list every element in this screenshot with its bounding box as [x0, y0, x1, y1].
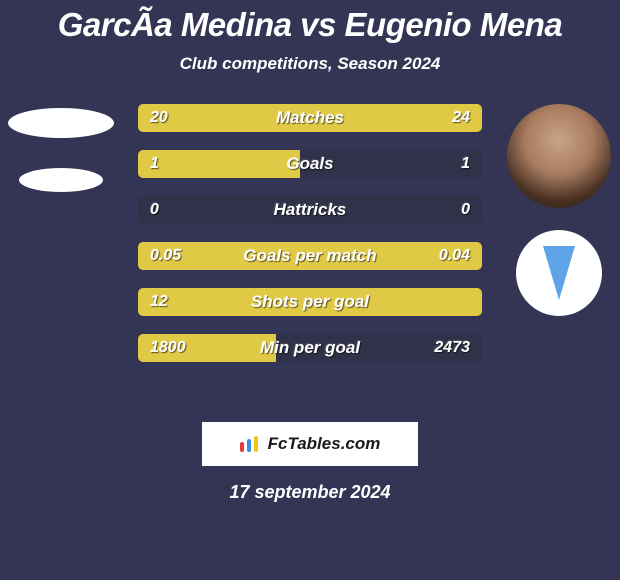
stat-row: 12Shots per goal: [138, 288, 482, 316]
left-player-placeholder-1: [8, 108, 114, 138]
pennant-icon: [543, 246, 575, 300]
stat-label: Shots per goal: [138, 288, 482, 316]
stat-label: Goals per match: [138, 242, 482, 270]
stripe-2: [247, 439, 251, 452]
stat-label: Matches: [138, 104, 482, 132]
stripe-1: [240, 442, 244, 452]
page-subtitle: Club competitions, Season 2024: [0, 54, 620, 74]
page-title: GarcÃ­a Medina vs Eugenio Mena: [0, 0, 620, 44]
right-player-club-logo: [516, 230, 602, 316]
right-player-column: [504, 104, 614, 316]
stripe-3: [254, 436, 258, 452]
content-area: 2024Matches 11Goals 00Hattricks 0.050.04Goa…: [0, 104, 620, 394]
infographic-date: 17 september 2024: [0, 482, 620, 503]
left-player-column: [6, 104, 116, 192]
right-player-photo: [507, 104, 611, 208]
footer-brand-box: FcTables.com: [202, 422, 418, 466]
stat-row: 00Hattricks: [138, 196, 482, 224]
stat-row: 18002473Min per goal: [138, 334, 482, 362]
stat-label: Min per goal: [138, 334, 482, 362]
stat-row: 0.050.04Goals per match: [138, 242, 482, 270]
stat-row: 2024Matches: [138, 104, 482, 132]
footer-brand-text: FcTables.com: [268, 434, 381, 454]
brand-stripes-icon: [240, 436, 260, 452]
stat-row: 11Goals: [138, 150, 482, 178]
stat-bars: 2024Matches 11Goals 00Hattricks 0.050.04Goa…: [138, 104, 482, 362]
left-player-placeholder-2: [19, 168, 103, 192]
stat-label: Hattricks: [138, 196, 482, 224]
comparison-infographic: GarcÃ­a Medina vs Eugenio Mena Club comp…: [0, 0, 620, 580]
stat-label: Goals: [138, 150, 482, 178]
